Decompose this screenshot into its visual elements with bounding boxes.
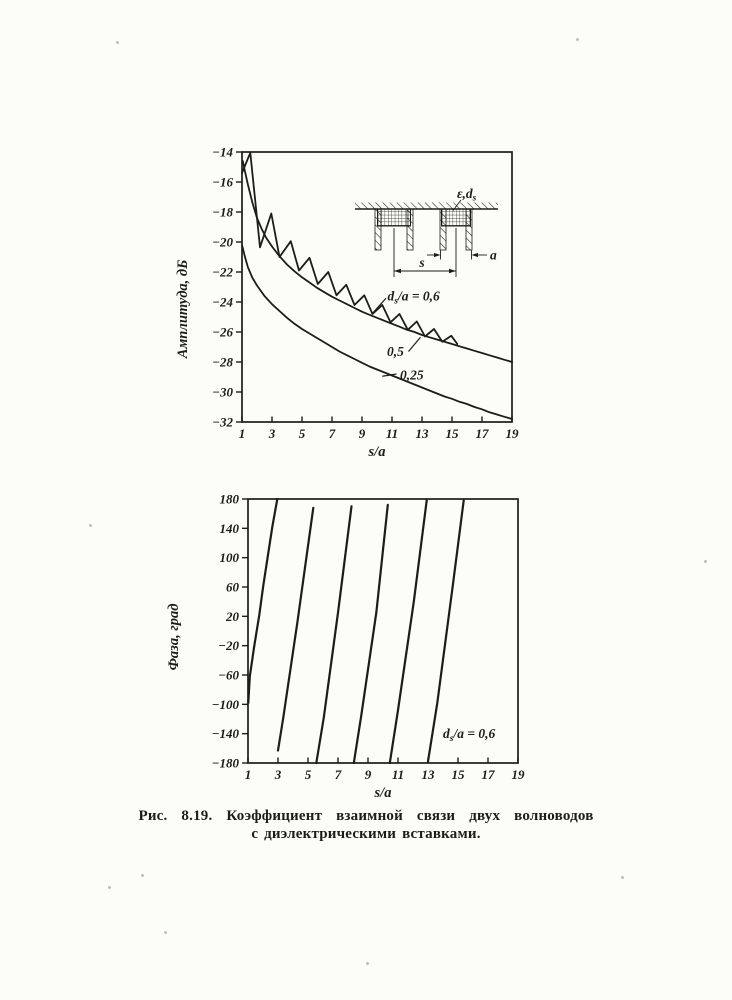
x-tick-label: 13 xyxy=(422,767,436,782)
x-tick-label: 15 xyxy=(452,767,466,782)
curve-label-ds-a-0-6-leader xyxy=(372,297,387,314)
x-axis-title: s/a xyxy=(368,444,386,460)
x-tick-label: 1 xyxy=(239,426,246,441)
curve-ds-a-0-5 xyxy=(241,160,513,363)
x-tick-label: 11 xyxy=(386,426,398,441)
x-axis-title: s/a xyxy=(374,785,392,801)
scan-speck xyxy=(116,41,119,44)
y-tick-label: −180 xyxy=(212,756,240,771)
y-tick-label: −28 xyxy=(212,355,233,370)
scan-speck xyxy=(576,38,579,41)
curve-label-ds-a-0-6: ds/a = 0,6 xyxy=(388,289,441,307)
x-tick-label: 5 xyxy=(299,426,306,441)
scan-speck xyxy=(366,962,369,965)
scan-speck xyxy=(164,931,167,934)
plot-frame xyxy=(241,151,513,423)
x-tick-label: 7 xyxy=(329,426,336,441)
y-tick-label: −20 xyxy=(212,235,233,250)
y-tick-label: −60 xyxy=(218,668,239,683)
phase-branch-4 xyxy=(352,503,389,765)
y-tick-label: 180 xyxy=(220,492,240,507)
x-tick-label: 9 xyxy=(359,426,366,441)
waveguide-inset-diagram: s a ε,ds xyxy=(355,186,498,277)
y-tick-label: −20 xyxy=(218,638,239,653)
y-tick-label: 20 xyxy=(225,609,240,624)
curve-label-0-5-leader xyxy=(408,336,421,352)
x-tick-label: 3 xyxy=(274,767,282,782)
y-tick-label: 140 xyxy=(220,521,240,536)
caption-line2: с диэлектрическими вставками. xyxy=(251,826,481,842)
s-dimension-right-arrow xyxy=(449,268,456,274)
y-tick-label: −30 xyxy=(212,385,233,400)
phase-chart: 1 3 5 7 9 11 13 15 17 191801401006020−20−60−100−1… xyxy=(166,492,526,802)
x-tick-label: 7 xyxy=(335,767,342,782)
dielectric-label-leader xyxy=(452,199,462,211)
y-tick-label: −26 xyxy=(212,325,233,340)
y-tick-label: −24 xyxy=(212,295,233,310)
x-tick-label: 13 xyxy=(416,426,430,441)
curve-ds-a-0-25 xyxy=(241,244,513,420)
a-dimension-right-arrow xyxy=(471,252,478,258)
curve-label-0-5: 0,5 xyxy=(387,344,404,359)
plot-frame xyxy=(247,498,519,764)
x-tick-label: 19 xyxy=(512,767,526,782)
right-dielectric-insert xyxy=(441,208,471,227)
x-tick-label: 19 xyxy=(506,426,520,441)
y-tick-label: −22 xyxy=(212,265,233,280)
y-tick-label: −18 xyxy=(212,205,233,220)
phase-branch-5 xyxy=(388,498,428,765)
scan-speck xyxy=(704,560,707,563)
scan-speck xyxy=(621,876,624,879)
phase-branch-1 xyxy=(247,497,279,704)
y-tick-label: 100 xyxy=(220,550,240,565)
y-tick-label: −140 xyxy=(212,726,240,741)
figure-caption: Рис. 8.19. Коэффициент взаимной связи дв… xyxy=(0,807,732,843)
phase-branch-3 xyxy=(315,505,353,765)
s-dimension-label: s xyxy=(418,255,424,270)
caption-line1: Рис. 8.19. Коэффициент взаимной связи дв… xyxy=(138,808,594,824)
curve-label-ds-a-0-6: ds/a = 0,6 xyxy=(443,726,496,744)
curve-label-0-25: 0,25 xyxy=(400,367,424,382)
phase-branch-2 xyxy=(276,506,315,752)
left-dielectric-insert xyxy=(377,208,411,227)
y-tick-label: −100 xyxy=(212,697,240,712)
x-tick-label: 9 xyxy=(365,767,372,782)
y-tick-label: 60 xyxy=(226,580,240,595)
y-tick-label: −14 xyxy=(212,145,233,160)
s-dimension-left-arrow xyxy=(394,268,401,274)
scan-speck xyxy=(89,524,92,527)
y-tick-label: −32 xyxy=(212,415,233,430)
x-tick-label: 11 xyxy=(392,767,404,782)
scan-speck xyxy=(141,874,144,877)
x-tick-label: 17 xyxy=(476,426,490,441)
phase-branch-6 xyxy=(426,499,465,763)
y-axis-title: Фаза, град xyxy=(166,604,182,671)
a-dimension-left-arrow xyxy=(434,252,441,258)
y-axis-title: Амплитуда, дБ xyxy=(175,260,191,360)
amplitude-chart: s a ε,ds 1 3 5 7 9 11 13 15 17 19−14−16−18−20−22−… xyxy=(175,145,520,461)
dielectric-label: ε,ds xyxy=(457,186,477,204)
y-tick-label: −16 xyxy=(212,175,233,190)
scan-speck xyxy=(108,886,111,889)
x-tick-label: 1 xyxy=(245,767,252,782)
x-tick-label: 5 xyxy=(305,767,312,782)
x-tick-label: 15 xyxy=(446,426,460,441)
x-tick-label: 17 xyxy=(482,767,496,782)
ground-hatching xyxy=(355,202,498,209)
a-dimension-label: a xyxy=(490,248,497,263)
x-tick-label: 3 xyxy=(268,426,276,441)
curve-label-0-25-leader xyxy=(382,373,397,377)
